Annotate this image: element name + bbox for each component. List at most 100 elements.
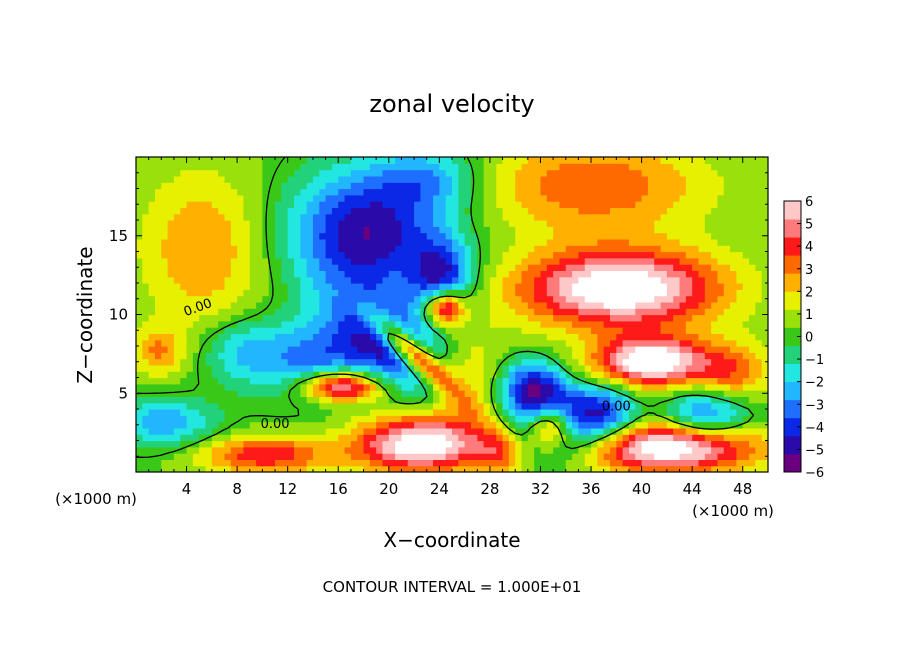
field-cell (742, 459, 750, 467)
field-cell (395, 320, 403, 328)
field-cell (275, 327, 282, 334)
field-cell (218, 295, 226, 303)
field-cell (300, 289, 308, 297)
field-cell (685, 409, 693, 416)
field-cell (211, 358, 219, 366)
field-cell (717, 201, 725, 208)
field-cell (628, 232, 636, 240)
field-cell (268, 459, 276, 467)
field-cell (218, 352, 226, 360)
field-cell (426, 453, 434, 460)
field-cell (230, 301, 238, 309)
field-cell (167, 364, 175, 372)
field-cell (357, 440, 365, 448)
field-cell (546, 440, 554, 448)
field-cell (559, 283, 567, 290)
field-cell (578, 390, 586, 397)
field-cell (521, 169, 529, 177)
field-cell (426, 415, 434, 423)
field-cell (610, 283, 617, 290)
field-cell (199, 175, 207, 183)
field-cell (275, 257, 282, 265)
field-cell (312, 421, 320, 429)
field-cell (565, 415, 573, 423)
field-cell (496, 194, 504, 202)
field-cell (673, 377, 681, 385)
field-cell (761, 364, 768, 372)
field-cell (192, 264, 200, 271)
field-cell (388, 383, 396, 391)
field-cell (357, 226, 365, 234)
field-cell (559, 446, 567, 454)
field-cell (616, 251, 624, 259)
field-cell (761, 301, 768, 309)
field-cell (344, 188, 352, 196)
field-cell (439, 434, 447, 442)
field-cell (445, 427, 453, 435)
field-cell (515, 220, 523, 227)
field-cell (382, 308, 390, 316)
field-cell (180, 427, 188, 435)
field-cell (420, 220, 428, 227)
field-cell (597, 446, 605, 454)
field-cell (742, 352, 750, 360)
field-cell (312, 396, 320, 404)
field-cell (142, 434, 150, 442)
field-cell (350, 188, 358, 196)
field-cell (173, 320, 181, 328)
field-cell (249, 207, 257, 215)
field-cell (673, 264, 681, 271)
field-cell (628, 314, 636, 322)
field-cell (376, 465, 384, 472)
field-cell (761, 220, 768, 227)
field-cell (742, 434, 750, 442)
field-cell (584, 289, 592, 297)
field-cell (218, 213, 226, 221)
field-cell (426, 175, 434, 183)
field-cell (414, 427, 421, 435)
field-cell (540, 270, 548, 278)
field-cell (483, 201, 491, 208)
field-cell (154, 396, 162, 404)
field-cell (496, 409, 504, 416)
field-cell (306, 421, 314, 429)
field-cell (572, 396, 579, 404)
field-cell (249, 440, 257, 448)
field-cell (306, 402, 314, 410)
field-cell (281, 207, 289, 215)
field-cell (755, 238, 763, 246)
field-cell (211, 163, 219, 171)
field-cell (673, 257, 681, 265)
field-cell (559, 207, 567, 215)
field-cell (464, 270, 472, 278)
field-cell (439, 339, 447, 347)
field-cell (161, 175, 169, 183)
field-cell (692, 371, 700, 379)
field-cell (597, 409, 605, 416)
field-cell (622, 364, 630, 372)
field-cell (218, 220, 226, 227)
field-cell (357, 421, 365, 429)
field-cell (458, 415, 466, 423)
field-cell (553, 289, 561, 297)
field-cell (717, 188, 725, 196)
field-cell (205, 169, 213, 177)
field-cell (660, 182, 668, 190)
field-cell (237, 289, 245, 297)
field-cell (692, 465, 700, 472)
field-cell (287, 220, 295, 227)
field-cell (173, 434, 181, 442)
field-cell (344, 264, 352, 271)
field-cell (363, 327, 371, 334)
field-cell (641, 327, 649, 334)
field-cell (660, 358, 668, 366)
field-cell (199, 213, 207, 221)
field-cell (173, 182, 181, 190)
field-cell (540, 371, 548, 379)
field-cell (439, 264, 447, 271)
field-cell (641, 289, 649, 297)
field-cell (275, 352, 282, 360)
field-cell (275, 182, 282, 190)
field-cell (325, 295, 333, 303)
field-cell (401, 245, 409, 253)
